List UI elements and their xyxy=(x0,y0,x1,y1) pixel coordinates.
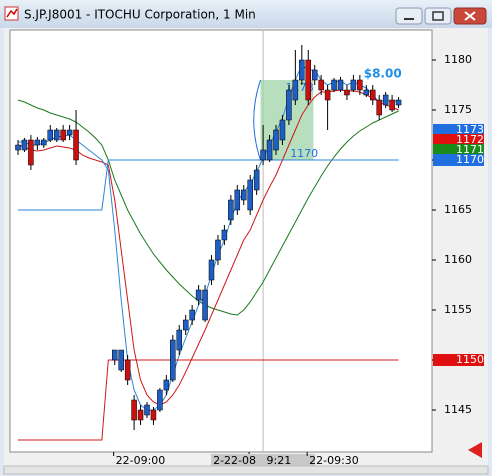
candle-body xyxy=(344,89,350,96)
candle-body xyxy=(137,409,144,421)
x-cursor-box xyxy=(211,454,316,467)
candle-body xyxy=(53,129,60,141)
candle-body xyxy=(292,79,299,101)
candle-body xyxy=(60,129,66,141)
candle-body xyxy=(247,179,253,211)
candle-body xyxy=(118,349,124,371)
maximize-button[interactable] xyxy=(424,7,452,25)
candle-body xyxy=(331,79,337,91)
price-tag-label: 1172 xyxy=(456,133,484,146)
candle-body xyxy=(363,89,370,96)
plot: 1178117011451150115511601165117011751180… xyxy=(15,30,484,467)
candle-body xyxy=(279,119,286,141)
candle-body xyxy=(273,129,279,151)
candle-body xyxy=(131,399,137,421)
candle-body xyxy=(260,149,266,161)
price-tag xyxy=(433,144,484,156)
candle-body xyxy=(311,69,318,81)
candle-body xyxy=(357,79,363,91)
candle-body xyxy=(66,129,73,136)
candle-body xyxy=(124,359,131,381)
y-tick-label: 1165 xyxy=(444,203,472,216)
price-tag xyxy=(433,124,484,136)
candle-body xyxy=(266,139,273,161)
window-title: S.JP.J8001 - ITOCHU Corporation, 1 Min xyxy=(24,8,256,22)
x-tick-label: 22-09:00 xyxy=(116,454,166,467)
candle-body xyxy=(208,259,215,281)
y-tick-label: 1180 xyxy=(444,53,472,66)
candle-body xyxy=(195,289,202,301)
candle-body xyxy=(370,89,376,101)
candle-body xyxy=(215,239,221,261)
minimize-button[interactable] xyxy=(395,7,423,25)
x-tick-label: 22-09:30 xyxy=(309,454,359,467)
candle-body xyxy=(350,79,357,91)
y-tick-label: 1175 xyxy=(444,103,472,116)
x-tick-label: 2-22-08 9:21 xyxy=(213,454,291,467)
candle-body xyxy=(73,129,79,161)
candle-body xyxy=(286,89,292,121)
candle-body xyxy=(163,379,170,391)
price-tag xyxy=(433,354,484,366)
candle-body xyxy=(15,144,21,151)
candle-body xyxy=(324,89,331,101)
candle-body xyxy=(395,99,402,106)
candle-body xyxy=(202,289,208,321)
y-tick-label: 1145 xyxy=(444,403,472,416)
candle-body xyxy=(41,139,47,146)
y-tick-label: 1160 xyxy=(444,253,472,266)
candle-body xyxy=(112,349,118,361)
candle-body xyxy=(34,139,41,146)
candle-body xyxy=(189,309,195,321)
candle-body xyxy=(382,94,389,106)
line-series xyxy=(18,359,399,441)
candle-body xyxy=(182,319,189,331)
price-tag-label: 1170 xyxy=(456,153,484,166)
candle-body xyxy=(144,404,150,416)
app-icon-glyph xyxy=(6,8,18,18)
y-tick-label: 1155 xyxy=(444,303,472,316)
candle-body xyxy=(228,199,234,221)
candle-body xyxy=(234,189,241,211)
price-tag xyxy=(433,134,484,146)
line-series xyxy=(17,89,399,406)
candle-body xyxy=(376,99,382,116)
candle-body xyxy=(176,329,182,351)
plot-area xyxy=(9,29,433,453)
range-arc xyxy=(253,79,261,161)
candle-body xyxy=(389,99,395,111)
candle-body xyxy=(21,139,28,151)
app-icon xyxy=(4,6,19,21)
candle-body xyxy=(299,59,305,81)
candle-body xyxy=(28,139,34,166)
candle-body xyxy=(337,79,344,91)
candle-body xyxy=(47,129,53,141)
candle-body xyxy=(150,409,157,421)
maximize-glyph xyxy=(432,11,444,21)
candle-body xyxy=(318,79,324,91)
price-tag-label: 1171 xyxy=(456,143,484,156)
candle-body xyxy=(305,59,311,101)
price-tag-label: 1173 xyxy=(456,123,484,136)
close-glyph xyxy=(464,11,476,21)
scrollbar[interactable] xyxy=(3,465,489,475)
price-tag-label: 1150 xyxy=(456,353,484,366)
annotation: $8.00 xyxy=(364,67,402,81)
candle-body xyxy=(253,169,260,191)
candle-body xyxy=(157,389,163,411)
range-bottom-label: 1170 xyxy=(290,147,318,160)
line-series xyxy=(18,159,399,211)
scroll-arrow[interactable] xyxy=(468,442,482,458)
candle-body xyxy=(221,229,228,241)
price-tag xyxy=(433,154,484,166)
candle-body xyxy=(241,189,247,201)
candle-body xyxy=(170,339,176,381)
line-series xyxy=(17,99,399,316)
